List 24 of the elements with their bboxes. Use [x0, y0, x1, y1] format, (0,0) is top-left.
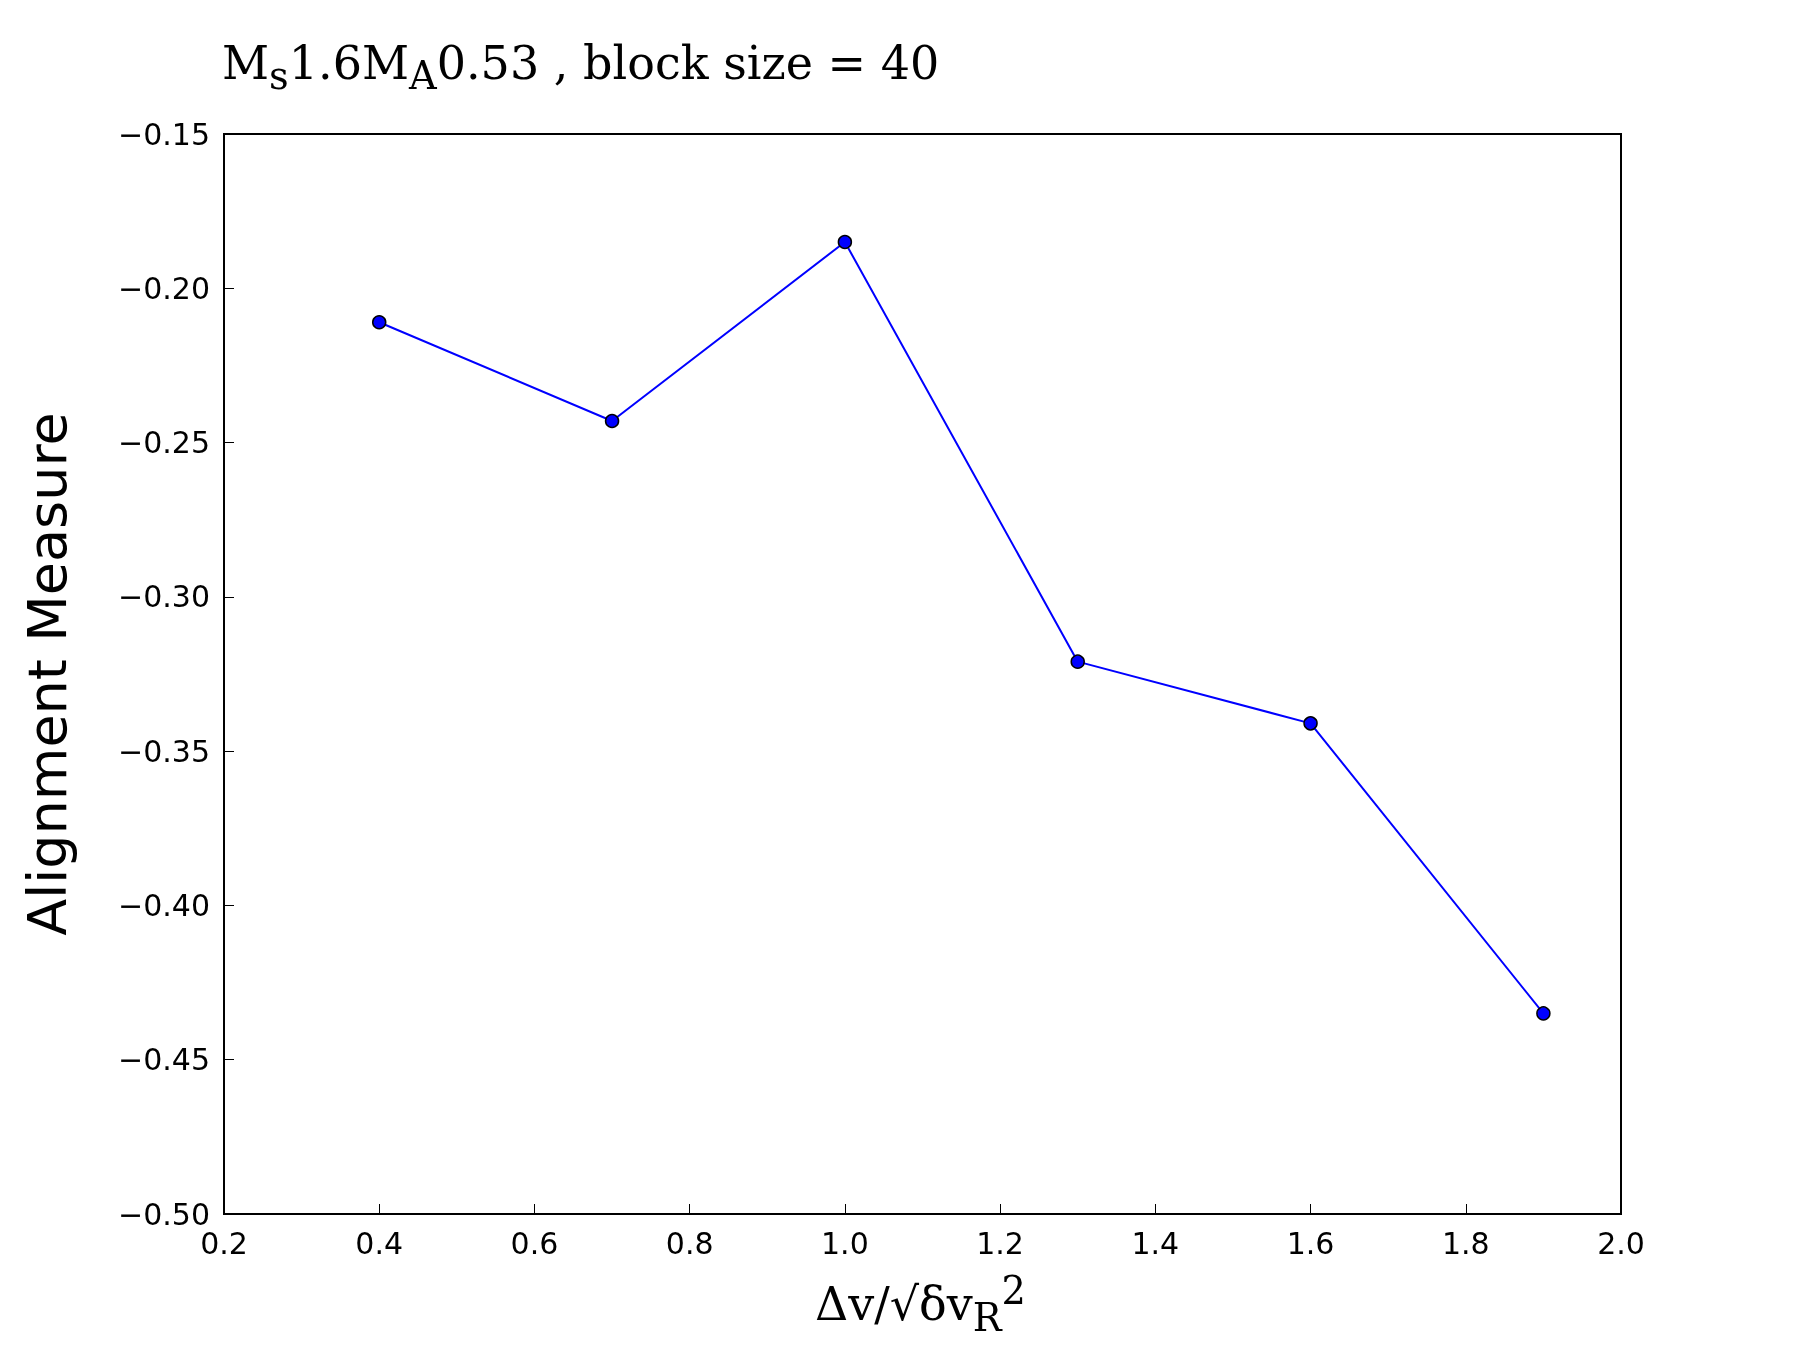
x-tick-label: 1.8	[1441, 1225, 1490, 1261]
x-tick-label: 0.8	[665, 1225, 714, 1261]
x-tick-label: 0.6	[510, 1225, 559, 1261]
point	[1536, 1006, 1551, 1021]
x-tick-label: 0.4	[355, 1225, 404, 1261]
y-tick-label: −0.45	[118, 1042, 210, 1078]
x-tick-label: 2.0	[1597, 1225, 1645, 1261]
y-tick-label: −0.40	[118, 887, 210, 923]
y-tick-label: −0.35	[118, 733, 210, 769]
point	[837, 234, 853, 250]
y-axis-title: Alignment Measure	[15, 412, 79, 936]
point	[1070, 654, 1085, 669]
point	[371, 314, 387, 330]
y-tick-label: −0.25	[118, 425, 210, 461]
x-tick-label: 1.0	[821, 1225, 869, 1261]
y-tick-label: −0.20	[118, 270, 210, 306]
chart-title: M$_{s}$1.6M$_{A}$0.53 , block size = 40	[222, 36, 940, 99]
y-tick-label: −0.30	[118, 579, 210, 615]
x-tick-label: 1.4	[1131, 1225, 1180, 1261]
x-tick-label: 1.2	[976, 1225, 1024, 1261]
y-tick-label: −0.15	[118, 116, 210, 152]
point	[1303, 716, 1318, 731]
point	[604, 413, 620, 429]
x-tick-label: 1.6	[1286, 1225, 1335, 1261]
